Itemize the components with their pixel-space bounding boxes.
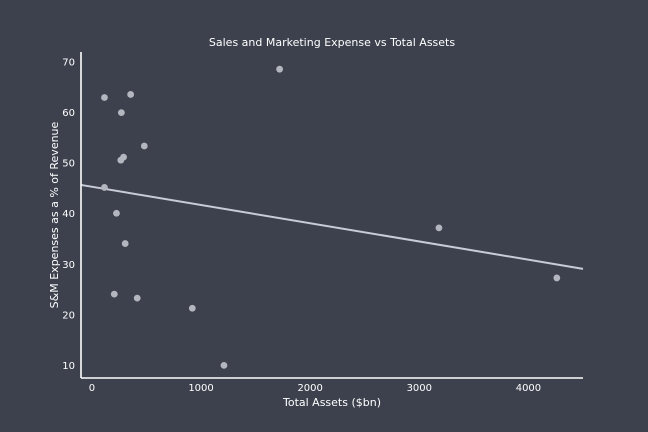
data-point — [117, 156, 125, 164]
y-tick-label: 60 — [62, 108, 75, 119]
x-axis-label: Total Assets ($bn) — [282, 396, 381, 409]
data-point — [121, 240, 129, 247]
x-tick-label: 2000 — [297, 383, 322, 394]
y-tick-label: 20 — [62, 310, 75, 321]
x-tick-label: 0 — [89, 383, 95, 394]
data-point — [113, 209, 120, 217]
points-layer — [101, 65, 561, 369]
data-point — [127, 91, 135, 98]
data-point — [133, 294, 141, 302]
y-tick-label: 50 — [62, 159, 75, 170]
data-point — [435, 224, 443, 232]
x-ticks: 0 1000 2000 3000 4000 — [89, 383, 541, 394]
y-tick-label: 70 — [62, 58, 75, 69]
trend-line — [80, 183, 584, 270]
data-point — [110, 290, 118, 298]
x-tick-label: 4000 — [516, 383, 541, 394]
y-tick-label: 40 — [62, 209, 75, 220]
data-point — [101, 94, 108, 101]
y-ticks: 10 20 30 40 50 60 70 — [62, 58, 75, 372]
x-tick-label: 3000 — [407, 383, 432, 394]
data-point — [188, 304, 196, 312]
data-point — [117, 109, 125, 117]
y-axis-label: S&M Expenses as a % of Revenue — [48, 121, 61, 308]
trendline-layer — [80, 183, 584, 270]
data-point — [220, 361, 228, 369]
y-tick-label: 10 — [62, 361, 75, 372]
data-point — [276, 65, 284, 73]
y-tick-label: 30 — [62, 260, 75, 271]
data-point — [140, 142, 148, 150]
data-point — [553, 274, 561, 282]
chart-title: Sales and Marketing Expense vs Total Ass… — [209, 36, 455, 49]
x-tick-label: 1000 — [188, 383, 213, 394]
data-point — [101, 184, 108, 191]
